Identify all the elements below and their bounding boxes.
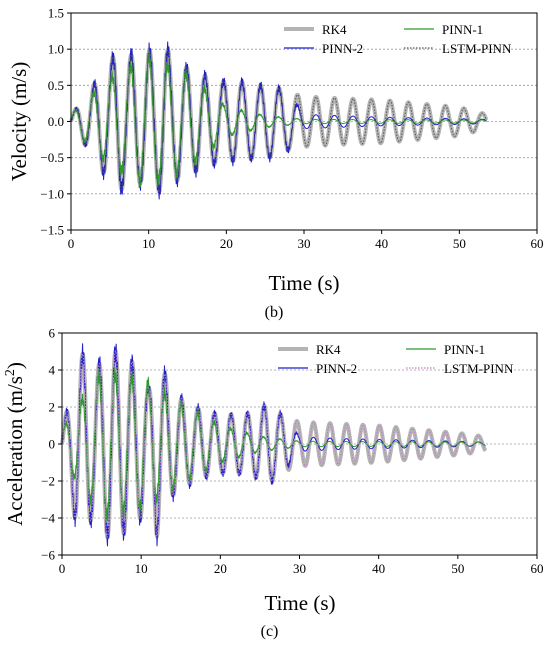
legend-label: LSTM-PINN (444, 361, 514, 376)
y-tick-label: 1.5 (48, 6, 64, 21)
legend-label: PINN-2 (322, 41, 363, 56)
legend-label: RK4 (316, 342, 341, 357)
y-tick-label: −2 (41, 474, 55, 489)
acceleration-legend: RK4 PINN-1 PINN-2 LSTM-PINN (278, 342, 514, 376)
y-tick-label: −1.5 (40, 223, 64, 238)
x-tick-label: 30 (293, 561, 306, 576)
x-tick-label: 40 (372, 561, 385, 576)
series-line-pinn-1 (70, 49, 487, 188)
y-tick-label: −1.0 (40, 186, 64, 201)
acceleration-x-axis-label: Time (s) (265, 591, 336, 615)
y-tick-label: 0.5 (48, 78, 64, 93)
series-line-lstm-pinn (70, 49, 487, 193)
legend-label: LSTM-PINN (442, 41, 512, 56)
x-tick-label: 0 (59, 561, 66, 576)
y-tick-label: −0.5 (40, 150, 64, 165)
velocity-legend: RK4 PINN-1 PINN-2 LSTM-PINN (284, 22, 512, 56)
legend-label: PINN-2 (316, 361, 357, 376)
x-tick-label: 60 (531, 561, 544, 576)
legend-label: RK4 (322, 22, 347, 37)
x-tick-label: 20 (220, 236, 233, 251)
x-tick-label: 50 (453, 236, 466, 251)
y-tick-label: 0.0 (48, 114, 64, 129)
acceleration-y-axis-label: Acceleration (m/s2) (3, 362, 27, 526)
x-tick-label: 10 (142, 236, 155, 251)
y-tick-label: 1.0 (48, 42, 64, 57)
x-tick-label: 40 (375, 236, 388, 251)
legend-label: PINN-1 (444, 342, 485, 357)
y-tick-label: 2 (49, 400, 56, 415)
series-line-pinn-1 (61, 366, 486, 522)
y-tick-label: 0 (49, 437, 56, 452)
x-tick-label: 30 (298, 236, 311, 251)
y-tick-label: 4 (49, 363, 56, 378)
x-tick-label: 50 (451, 561, 464, 576)
y-tick-label: −4 (41, 511, 55, 526)
velocity-chart: 0 10 20 30 40 50 60 −1.5 −1.0 −0.5 0.0 0.5 1.0 1.5 Ti… (7, 6, 544, 322)
series-line-lstm-pinn (61, 350, 486, 538)
velocity-y-axis-label: Velocity (m/s) (7, 62, 31, 182)
panel-label-b: (b) (265, 304, 284, 321)
x-tick-label: 0 (68, 236, 75, 251)
x-tick-label: 10 (135, 561, 148, 576)
velocity-x-axis-label: Time (s) (269, 271, 340, 295)
y-tick-label: 6 (49, 326, 56, 341)
panel-label-c: (c) (261, 623, 279, 640)
series-line-pinn-2 (61, 343, 486, 547)
x-tick-label: 20 (214, 561, 227, 576)
x-tick-label: 60 (531, 236, 544, 251)
y-tick-label: −6 (41, 548, 55, 563)
acceleration-chart: 0 10 20 30 40 50 60 −6 −4 −2 0 2 4 6 Time (s) Acceler… (3, 326, 544, 641)
legend-label: PINN-1 (442, 22, 483, 37)
